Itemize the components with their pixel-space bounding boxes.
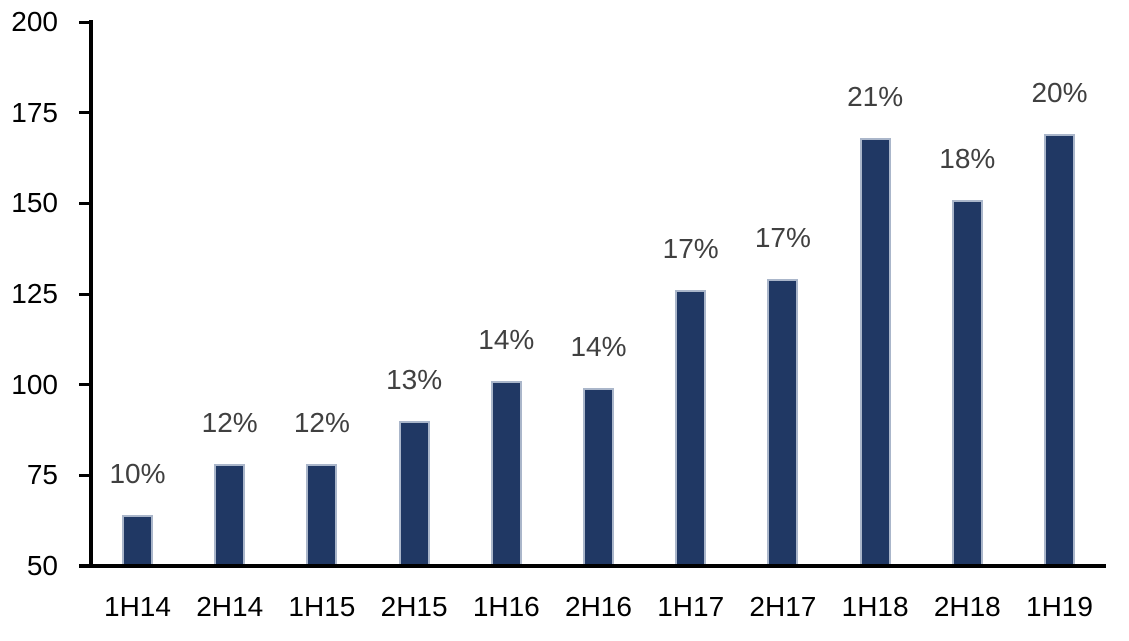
- bar-value-label: 21%: [847, 81, 904, 113]
- bar: [490, 381, 522, 566]
- bar-value-label: 14%: [570, 331, 627, 363]
- bar: [583, 388, 614, 566]
- x-axis-line: [79, 564, 1106, 568]
- bar-value-label: 12%: [293, 407, 350, 439]
- bar-value-label: 13%: [386, 363, 443, 395]
- x-axis-label: 2H14: [196, 591, 264, 622]
- bar-value-label: 12%: [201, 407, 258, 439]
- y-axis-tick-label: 75: [26, 459, 58, 491]
- x-axis-label: 2H16: [565, 591, 632, 622]
- bar-value-label: 20%: [1031, 77, 1088, 109]
- x-axis-label: 2H17: [749, 591, 817, 622]
- bar: [1044, 134, 1075, 566]
- y-axis-tick-mark: [79, 383, 92, 387]
- bar: [398, 420, 430, 566]
- bar-value-label: 17%: [754, 222, 811, 254]
- x-axis-label: 1H19: [1026, 591, 1093, 622]
- x-axis-label: 2H15: [380, 591, 448, 622]
- x-axis-label: 1H17: [657, 591, 725, 622]
- bar: [214, 464, 246, 566]
- bar: [675, 290, 707, 566]
- bar: [951, 199, 983, 566]
- y-axis-tick-label: 50: [26, 550, 58, 581]
- y-axis-tick-mark: [79, 201, 92, 205]
- bar-value-label: 14%: [478, 324, 535, 356]
- x-axis-label: 1H18: [841, 591, 909, 622]
- x-axis-label: 1H14: [104, 591, 171, 622]
- bar: [767, 279, 799, 566]
- bar: [306, 464, 338, 566]
- y-axis-tick-label: 200: [11, 6, 58, 37]
- bar: [859, 138, 891, 566]
- y-axis-tick-label: 175: [11, 96, 58, 128]
- y-axis-tick-mark: [79, 111, 92, 115]
- y-axis-tick-mark: [79, 20, 92, 24]
- bar-value-label: 17%: [662, 233, 719, 265]
- bar-value-label: 18%: [939, 142, 996, 174]
- y-axis-tick-mark: [79, 473, 92, 477]
- bar-value-label: 10%: [109, 458, 166, 490]
- x-axis-label: 2H18: [933, 591, 1001, 622]
- y-axis-line: [89, 20, 94, 568]
- x-axis-label: 1H16: [472, 591, 540, 622]
- bar: [122, 515, 153, 566]
- y-axis-tick-label: 100: [11, 368, 58, 400]
- y-axis-tick-mark: [79, 292, 92, 296]
- x-axis-label: 1H15: [288, 591, 356, 622]
- y-axis-tick-label: 125: [11, 278, 58, 309]
- y-axis-tick-label: 150: [11, 187, 58, 219]
